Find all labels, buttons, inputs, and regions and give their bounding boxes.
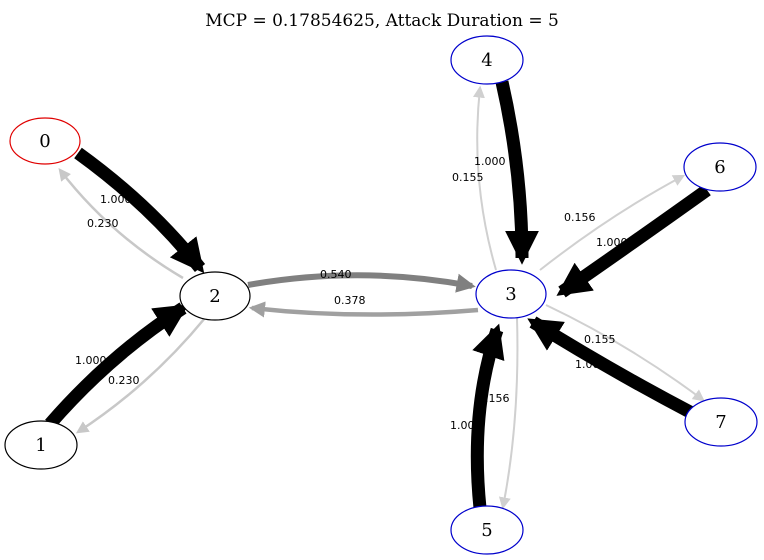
- edge-3-2: [248, 301, 479, 318]
- edge-2-3: [247, 272, 476, 293]
- node-5[interactable]: 5: [450, 505, 524, 555]
- edge-6-3: [556, 184, 711, 298]
- edge-label-5-3: 1.000: [450, 419, 482, 432]
- edge-label-2-3: 0.540: [320, 268, 352, 281]
- node-label-0: 0: [39, 131, 50, 152]
- edge-3-4: [472, 85, 497, 271]
- node-4[interactable]: 4: [450, 35, 524, 85]
- edge-2-1: [75, 317, 206, 434]
- node-label-6: 6: [714, 157, 725, 178]
- edge-label-2-0: 0.230: [87, 217, 119, 230]
- edge-label-7-3: 1.000: [575, 358, 607, 371]
- edge-label-2-1: 0.230: [108, 374, 140, 387]
- edge-3-7: [545, 304, 705, 402]
- edge-3-5: [498, 317, 519, 510]
- node-label-2: 2: [209, 286, 220, 307]
- graph-title: MCP = 0.17854625, Attack Duration = 5: [205, 11, 559, 31]
- node-label-1: 1: [35, 435, 46, 456]
- node-2[interactable]: 2: [179, 271, 251, 321]
- edge-label-3-6: 0.156: [564, 211, 596, 224]
- edge-label-1-2: 1.000: [75, 354, 107, 367]
- node-label-7: 7: [715, 412, 726, 433]
- node-0[interactable]: 0: [9, 117, 81, 165]
- edge-2-0: [58, 168, 184, 280]
- node-1[interactable]: 1: [4, 420, 78, 470]
- edge-label-3-5: 0.156: [478, 392, 510, 405]
- edge-label-6-3: 1.000: [596, 236, 628, 249]
- edge-4-3: [495, 80, 539, 265]
- node-label-3: 3: [505, 284, 516, 305]
- edge-1-2: [45, 302, 189, 429]
- node-label-4: 4: [481, 50, 492, 71]
- edge-3-6: [539, 174, 686, 271]
- edge-5-3: [470, 323, 505, 509]
- edge-label-3-2: 0.378: [334, 294, 366, 307]
- edge-label-3-7: 0.155: [584, 333, 616, 346]
- node-7[interactable]: 7: [684, 397, 758, 447]
- edge-label-4-3: 1.000: [474, 155, 506, 168]
- edge-label-0-2: 1.000: [100, 193, 132, 206]
- edge-7-3: [527, 316, 694, 418]
- node-label-5: 5: [481, 520, 492, 541]
- node-3[interactable]: 3: [475, 269, 547, 319]
- edge-0-2: [74, 147, 206, 274]
- edge-label-3-4: 0.155: [452, 171, 484, 184]
- node-6[interactable]: 6: [683, 142, 757, 192]
